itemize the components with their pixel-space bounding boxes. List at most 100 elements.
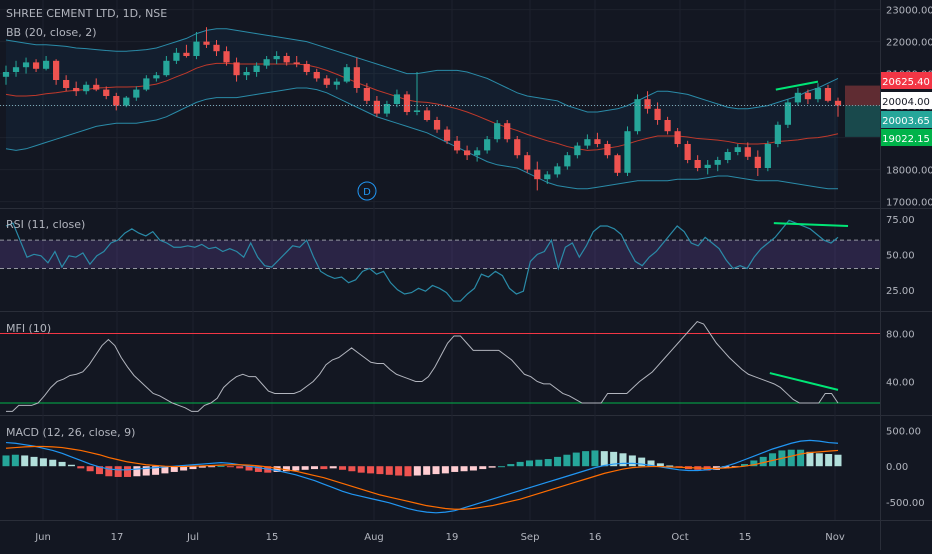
candle-body <box>203 41 210 45</box>
macd-histogram-bar <box>432 466 440 475</box>
candle-body <box>534 169 541 180</box>
macd-histogram-bar <box>806 451 814 467</box>
macd-histogram-bar <box>95 466 103 475</box>
macd-histogram-bar <box>815 453 823 467</box>
macd-histogram-bar <box>67 464 75 467</box>
macd-histogram-bar <box>638 457 646 467</box>
candle-body <box>754 156 761 168</box>
macd-histogram-bar <box>357 466 365 473</box>
macd-histogram-bar <box>619 453 627 467</box>
macd-histogram-bar <box>395 466 403 476</box>
candle-body <box>584 139 591 146</box>
x-axis-label: Sep <box>521 532 540 543</box>
macd-histogram-bar <box>797 449 805 467</box>
macd-histogram-bar <box>217 465 225 467</box>
macd-histogram-bar <box>600 451 608 467</box>
candle-body <box>654 108 661 120</box>
candle-body <box>12 67 20 72</box>
candle-body <box>253 65 260 72</box>
macd-signal-line <box>5 445 839 510</box>
candle-body <box>143 78 150 90</box>
rsi-tick-label: 25.00 <box>886 286 915 297</box>
candle-body <box>684 144 691 160</box>
candle-body <box>704 164 711 168</box>
macd-histogram-bar <box>161 466 169 474</box>
macd-label: MACD (12, 26, close, 9) <box>6 426 136 439</box>
price-axis-tag-label: 20003.65 <box>882 116 930 127</box>
macd-histogram-bar <box>516 461 524 467</box>
candle-body <box>2 72 10 77</box>
bb-upper-line <box>5 28 839 113</box>
candle-body <box>674 131 681 144</box>
mfi-tick-label: 80.00 <box>886 330 915 341</box>
price-tick-label: 23000.00 <box>886 6 932 17</box>
candle-body <box>443 129 451 141</box>
macd-histogram-bar <box>152 466 160 475</box>
candle-body <box>504 123 511 140</box>
candle-body <box>834 100 842 106</box>
candle-body <box>514 139 521 156</box>
candle-body <box>764 144 771 168</box>
candle-body <box>213 44 220 52</box>
symbol-title: SHREE CEMENT LTD, 1D, NSE <box>6 7 168 20</box>
macd-histogram-bar <box>591 450 599 467</box>
candle-body <box>614 155 621 173</box>
mfi-tick-label: 40.00 <box>886 377 915 388</box>
price-axis-tag-label: 20004.00 <box>882 97 930 108</box>
candle-body <box>293 62 300 64</box>
macd-histogram-bar <box>254 466 262 472</box>
macd-histogram-bar <box>628 455 636 467</box>
macd-histogram-bar <box>825 454 833 467</box>
position-stop-zone <box>845 85 880 106</box>
x-axis-label: Oct <box>671 532 688 543</box>
rsi-label: RSI (11, close) <box>6 218 86 231</box>
macd-histogram-bar <box>170 466 178 472</box>
candle-body <box>273 56 280 60</box>
macd-histogram-bar <box>759 456 767 467</box>
macd-histogram-bar <box>133 466 141 477</box>
mfi-divergence-line <box>769 372 839 391</box>
candle-body <box>474 150 481 156</box>
bb-lower-line <box>5 87 838 190</box>
macd-histogram-bar <box>245 466 253 471</box>
macd-histogram-bar <box>301 466 309 470</box>
rsi-tick-label: 50.00 <box>886 250 915 261</box>
macd-histogram-bar <box>320 466 328 470</box>
macd-histogram-bar <box>526 460 534 467</box>
macd-tick-label: 500.00 <box>886 426 921 437</box>
macd-histogram-bar <box>292 466 300 471</box>
candle-body <box>554 166 561 175</box>
candle-body <box>123 97 130 106</box>
price-divergence-line <box>775 80 819 91</box>
price-tick-label: 18000.00 <box>886 166 932 177</box>
x-axis-label: Jul <box>186 532 199 543</box>
candle-body <box>223 51 230 63</box>
macd-histogram-bar <box>666 465 674 467</box>
macd-histogram-bar <box>722 466 730 469</box>
candle-body <box>63 80 70 88</box>
macd-histogram-bar <box>105 466 113 477</box>
macd-histogram-bar <box>572 452 580 467</box>
macd-tick-label: -500.00 <box>886 498 925 509</box>
candle-body <box>243 72 250 76</box>
dividend-marker-icon <box>357 181 377 201</box>
candle-body <box>113 96 120 106</box>
candle-body <box>323 78 330 85</box>
macd-histogram-bar <box>226 466 234 468</box>
x-axis-label: Aug <box>364 532 384 543</box>
candle-body <box>744 147 751 157</box>
x-axis-label: 15 <box>739 532 752 543</box>
candle-body <box>53 60 60 80</box>
macd-histogram-bar <box>834 454 842 467</box>
macd-histogram-bar <box>582 451 590 467</box>
candle-body <box>353 67 360 88</box>
candle-body <box>824 88 832 101</box>
macd-histogram-bar <box>30 456 38 467</box>
candle-body <box>233 62 240 76</box>
macd-histogram-bar <box>750 460 758 467</box>
candle-body <box>433 120 441 130</box>
candle-body <box>93 84 100 90</box>
